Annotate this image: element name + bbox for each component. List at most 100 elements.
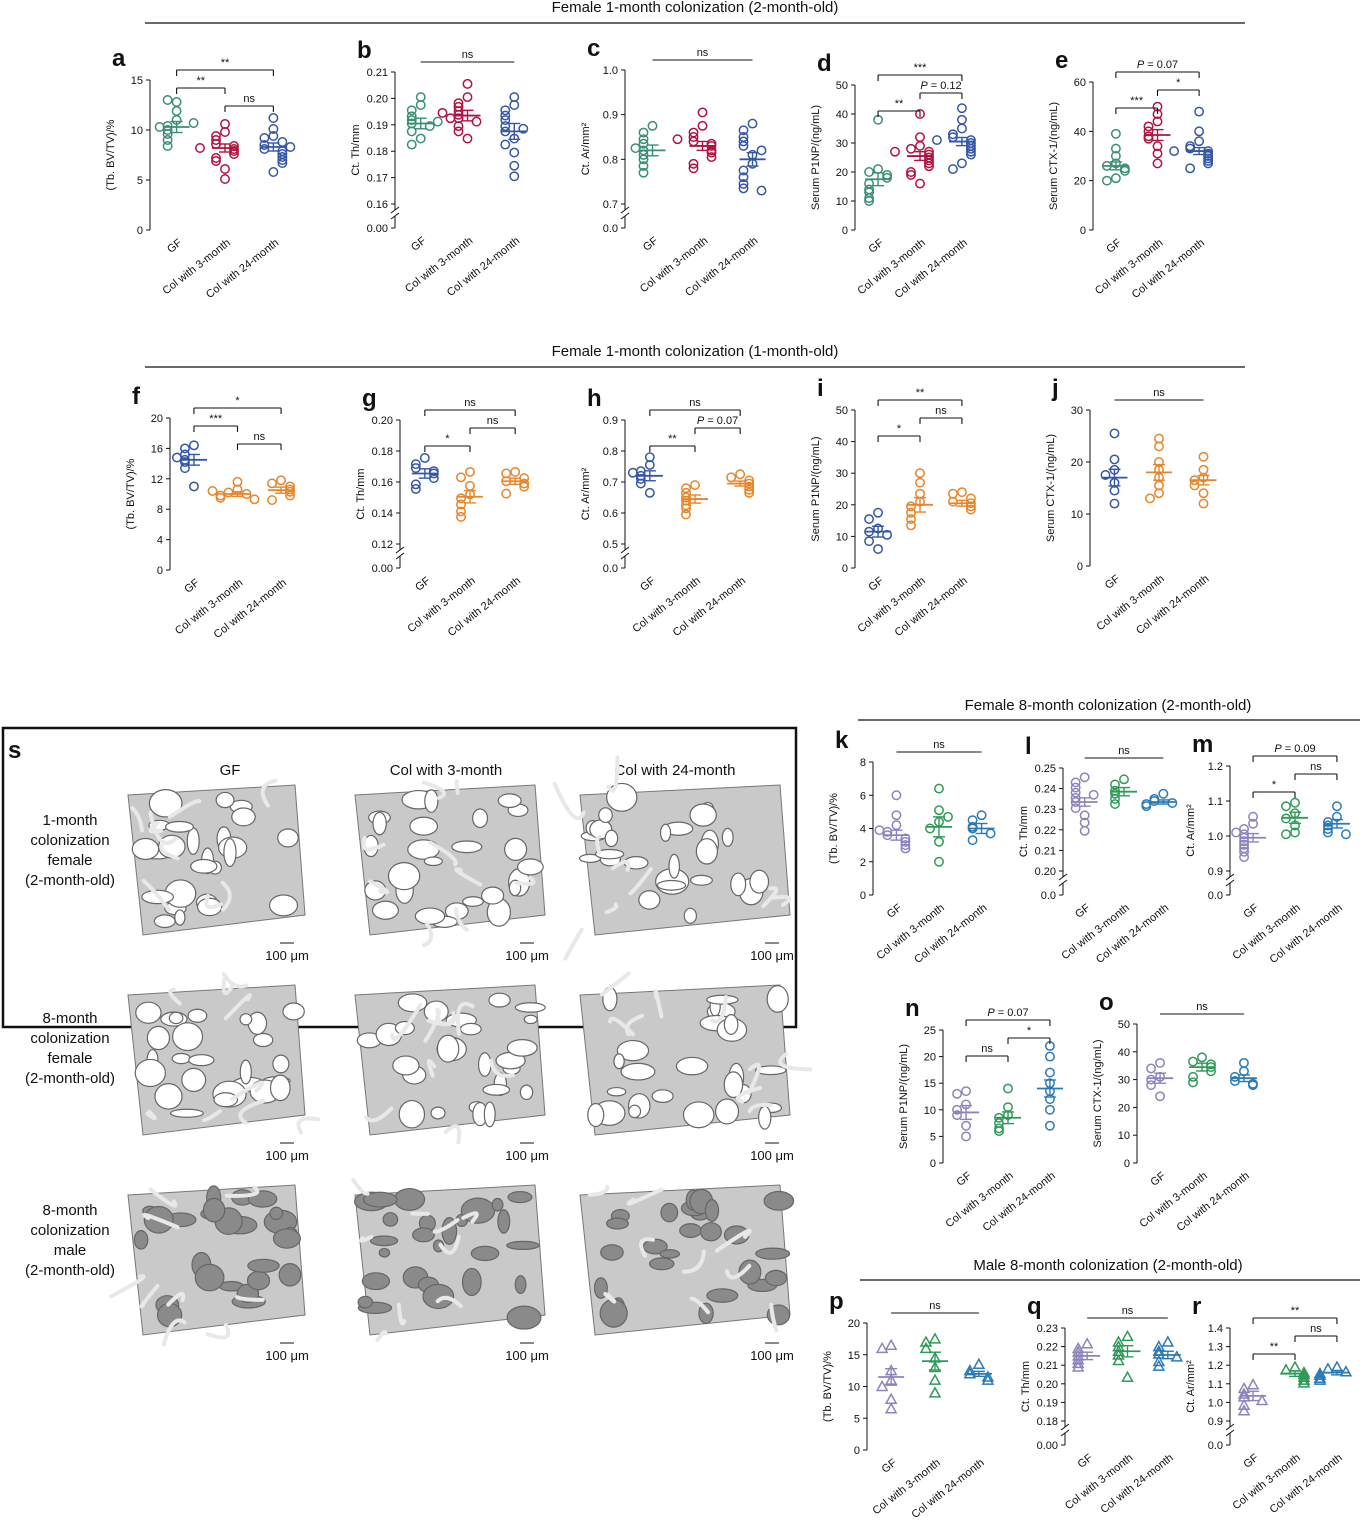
trabecula xyxy=(426,1011,457,1027)
data-point xyxy=(1313,1373,1327,1385)
trabecular-pore xyxy=(409,816,439,836)
series-group xyxy=(1229,1057,1258,1091)
panel-label: s xyxy=(8,737,21,764)
trabecular-pore xyxy=(628,1104,642,1119)
data-point xyxy=(189,440,199,451)
series-group xyxy=(947,487,976,515)
data-point xyxy=(985,828,996,839)
data-point xyxy=(1231,827,1242,838)
trabecula xyxy=(454,867,483,887)
data-point xyxy=(1100,470,1111,480)
significance-bracket: *** xyxy=(1115,95,1159,114)
data-point xyxy=(884,1402,898,1414)
data-point xyxy=(864,196,875,206)
data-point xyxy=(171,106,182,116)
data-point xyxy=(1152,141,1163,152)
y-tick-label: 0.9 xyxy=(603,110,618,122)
data-point xyxy=(1101,175,1112,186)
trabecula xyxy=(603,1291,617,1304)
data-point xyxy=(456,499,466,510)
y-tick-label: 0.0 xyxy=(603,223,618,235)
data-point xyxy=(906,501,916,512)
trabecular-pore xyxy=(679,1223,703,1238)
panel-label: h xyxy=(587,385,602,412)
trabecula xyxy=(368,879,390,895)
data-point xyxy=(915,468,925,479)
y-tick-label: 20 xyxy=(836,167,848,179)
trabecular-pore xyxy=(231,807,256,827)
significance-bracket: ns xyxy=(891,1300,979,1314)
row-label: male xyxy=(54,1242,87,1259)
y-tick-label: 0 xyxy=(1077,561,1083,573)
data-point xyxy=(956,103,967,114)
y-tick-label: 0.20 xyxy=(1035,866,1056,878)
data-point xyxy=(207,486,218,496)
significance-label: ** xyxy=(668,433,677,445)
significance-bracket: ns xyxy=(896,739,982,753)
trabecula xyxy=(625,1013,645,1037)
trabecula xyxy=(221,972,249,989)
data-point xyxy=(1119,774,1129,785)
data-point xyxy=(162,141,173,151)
series-group xyxy=(630,120,666,178)
data-point xyxy=(1152,1347,1166,1359)
section-title: Female 1-month colonization (2-month-old… xyxy=(552,0,839,16)
chart-panel-l: l 0.20 0.0 0.21 0.22 0.23 0.24 0.25 Ct. Th/mm GFC… xyxy=(1018,733,1178,966)
data-point xyxy=(627,467,638,478)
data-point xyxy=(947,129,958,140)
trabecula xyxy=(461,1211,479,1224)
data-point xyxy=(1143,121,1154,132)
data-point xyxy=(259,133,270,143)
data-point xyxy=(1141,801,1152,812)
series-group xyxy=(919,1332,948,1398)
trabecula xyxy=(443,1124,462,1145)
significance-bracket: ns xyxy=(649,397,741,416)
trabecular-pore xyxy=(424,789,439,813)
series-group xyxy=(1281,797,1308,840)
significance-label: ns xyxy=(933,739,945,751)
data-point xyxy=(424,121,435,132)
trabecular-pore xyxy=(153,914,176,929)
data-point xyxy=(928,1373,942,1385)
data-point xyxy=(500,105,511,116)
series-group xyxy=(267,475,295,506)
trabecula xyxy=(552,781,586,821)
data-point xyxy=(259,140,270,150)
data-point xyxy=(500,139,511,150)
y-tick-label: 20 xyxy=(848,1318,860,1330)
significance-bracket: ns xyxy=(1294,1323,1338,1342)
data-point xyxy=(1247,1080,1258,1091)
x-tick-label: GF xyxy=(1241,1452,1261,1471)
trabecula xyxy=(351,1178,370,1196)
scale-bar-label: 100 μm xyxy=(505,1148,549,1163)
significance-label: *** xyxy=(209,413,223,425)
data-point xyxy=(519,481,530,492)
data-point xyxy=(215,492,226,503)
data-point xyxy=(1290,797,1300,808)
data-point xyxy=(1109,454,1120,465)
data-point xyxy=(1290,827,1300,838)
data-point xyxy=(873,507,884,518)
y-tick-label: 8 xyxy=(860,757,866,769)
trabecula xyxy=(689,1296,711,1315)
row-label: 1-month xyxy=(42,812,97,829)
data-point xyxy=(934,783,944,794)
y-tick-label: 0 xyxy=(1080,225,1086,237)
data-point xyxy=(747,118,758,129)
y-tick-label: 10 xyxy=(924,1105,936,1117)
x-tick-label: GF xyxy=(638,575,658,594)
trabecular-pore xyxy=(378,1247,391,1258)
y-tick-label: 40 xyxy=(836,109,848,121)
data-point xyxy=(220,119,230,129)
data-point xyxy=(1152,1359,1166,1371)
data-point xyxy=(884,1338,898,1350)
bone-render: 100 μm xyxy=(351,1178,549,1363)
data-point xyxy=(415,100,426,110)
significance-label: ns xyxy=(243,93,255,105)
trabecular-pore xyxy=(506,1305,542,1330)
data-point xyxy=(249,494,260,505)
trabecula xyxy=(454,779,460,795)
data-point xyxy=(189,481,199,492)
